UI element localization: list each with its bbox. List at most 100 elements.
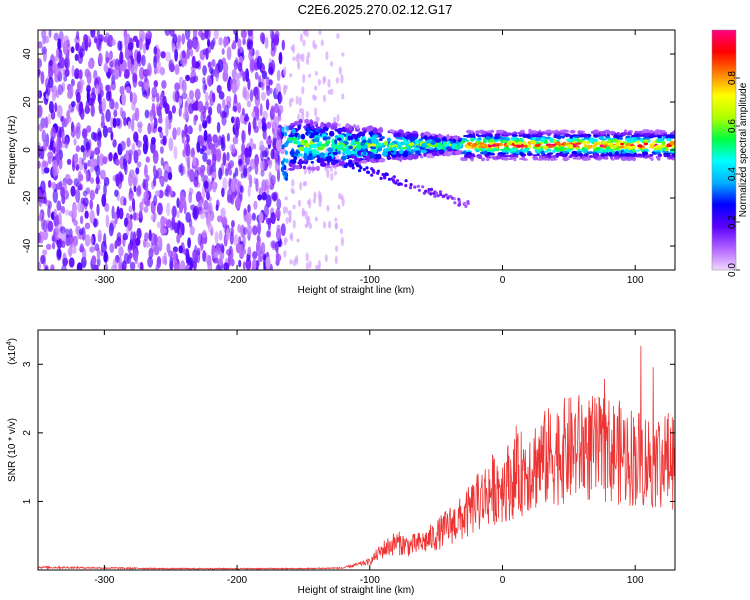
- bottom-xtick-label: -200: [227, 575, 247, 586]
- heatmap-cell: [79, 101, 84, 114]
- heatmap-cell: [538, 157, 542, 161]
- heatmap-cell: [593, 142, 598, 146]
- heatmap-cell: [91, 255, 97, 266]
- heatmap-cell: [165, 103, 170, 114]
- heatmap-cell: [84, 210, 89, 219]
- heatmap-cell: [645, 137, 651, 140]
- heatmap-cell: [252, 251, 258, 260]
- heatmap-cell: [464, 204, 468, 208]
- heatmap-cell: [118, 207, 124, 220]
- heatmap-cell: [443, 141, 447, 145]
- heatmap-cell: [92, 264, 99, 270]
- heatmap-cell: [278, 104, 284, 115]
- heatmap-cell: [125, 150, 129, 162]
- heatmap-cell: [257, 194, 263, 201]
- heatmap-cell: [419, 155, 424, 159]
- heatmap-cell: [124, 68, 130, 79]
- heatmap-cell: [252, 143, 257, 150]
- heatmap-cell: [209, 99, 214, 107]
- heatmap-cell: [406, 147, 411, 152]
- heatmap-cell: [40, 254, 45, 265]
- heatmap-cell: [369, 153, 373, 159]
- heatmap-cell: [418, 138, 423, 141]
- heatmap-cell: [96, 38, 101, 50]
- heatmap-cell: [213, 68, 220, 78]
- heatmap-cell: [153, 244, 160, 256]
- heatmap-cell: [449, 138, 453, 142]
- heatmap-cell: [231, 68, 237, 80]
- heatmap-cell: [254, 154, 259, 167]
- heatmap-cell: [179, 260, 186, 270]
- heatmap-cell: [241, 129, 245, 144]
- heatmap-cell: [308, 222, 312, 230]
- heatmap-cell: [259, 103, 263, 117]
- heatmap-cell: [114, 101, 119, 110]
- heatmap-cell: [143, 179, 149, 192]
- heatmap-cell: [49, 140, 54, 151]
- heatmap-cell: [542, 145, 549, 149]
- heatmap-cell: [159, 146, 164, 154]
- heatmap-cell: [552, 140, 557, 143]
- heatmap-cell: [166, 202, 171, 217]
- heatmap-cell: [327, 159, 330, 164]
- heatmap-cell: [75, 188, 81, 203]
- heatmap-cell: [62, 257, 68, 267]
- heatmap-cell: [227, 188, 233, 202]
- heatmap-cell: [213, 30, 219, 40]
- heatmap-cell: [124, 36, 128, 51]
- heatmap-cell: [309, 140, 313, 145]
- heatmap-cell: [103, 64, 109, 73]
- heatmap-cell: [107, 127, 113, 133]
- heatmap-cell: [128, 173, 133, 187]
- heatmap-cell: [63, 75, 68, 82]
- heatmap-cell: [68, 228, 73, 239]
- heatmap-cell: [622, 151, 627, 154]
- heatmap-cell: [51, 181, 56, 190]
- heatmap-cell: [270, 240, 277, 249]
- heatmap-cell: [650, 157, 654, 162]
- heatmap-cell: [47, 180, 52, 188]
- heatmap-cell: [627, 145, 631, 149]
- heatmap-cell: [64, 209, 70, 216]
- heatmap-cell: [399, 156, 403, 162]
- heatmap-cell: [465, 139, 469, 142]
- heatmap-cell: [110, 80, 116, 91]
- heatmap-cell: [311, 148, 318, 155]
- heatmap-cell: [303, 30, 307, 35]
- heatmap-cell: [284, 150, 288, 156]
- heatmap-cell: [299, 53, 303, 61]
- heatmap-cell: [416, 184, 420, 188]
- heatmap-cell: [334, 139, 338, 145]
- heatmap-cell: [249, 58, 256, 72]
- heatmap-cell: [470, 137, 475, 142]
- heatmap-cell: [202, 250, 207, 262]
- heatmap-cell: [43, 49, 47, 62]
- bottom-plot-frame: [37, 329, 676, 571]
- heatmap-cell: [413, 185, 417, 189]
- heatmap-cell: [51, 242, 56, 250]
- heatmap-cell: [284, 196, 288, 201]
- heatmap-cell: [365, 154, 371, 160]
- heatmap-cell: [291, 179, 295, 187]
- heatmap-cell: [546, 153, 551, 157]
- bottom-y-ticks: 3 2 1: [22, 361, 675, 504]
- top-xtick-label: 0: [500, 275, 506, 286]
- heatmap-cell: [73, 219, 78, 227]
- heatmap-cell: [90, 104, 95, 117]
- heatmap-cell: [78, 173, 84, 182]
- heatmap-cell: [118, 246, 124, 257]
- heatmap-cell: [181, 79, 187, 94]
- heatmap-cell: [455, 144, 459, 150]
- heatmap-cell: [609, 130, 615, 134]
- heatmap-cell: [494, 133, 501, 137]
- heatmap-cell: [541, 155, 545, 160]
- top-ytick-label: -40: [22, 238, 33, 253]
- heatmap-cell: [307, 166, 312, 170]
- heatmap-cell: [319, 152, 326, 158]
- heatmap-cell: [574, 138, 578, 142]
- colorbar-tick-label: 0.8: [727, 71, 738, 85]
- heatmap-cell: [288, 98, 292, 108]
- heatmap-cell: [64, 57, 69, 67]
- heatmap-cell: [79, 243, 85, 253]
- heatmap-cell: [557, 132, 563, 135]
